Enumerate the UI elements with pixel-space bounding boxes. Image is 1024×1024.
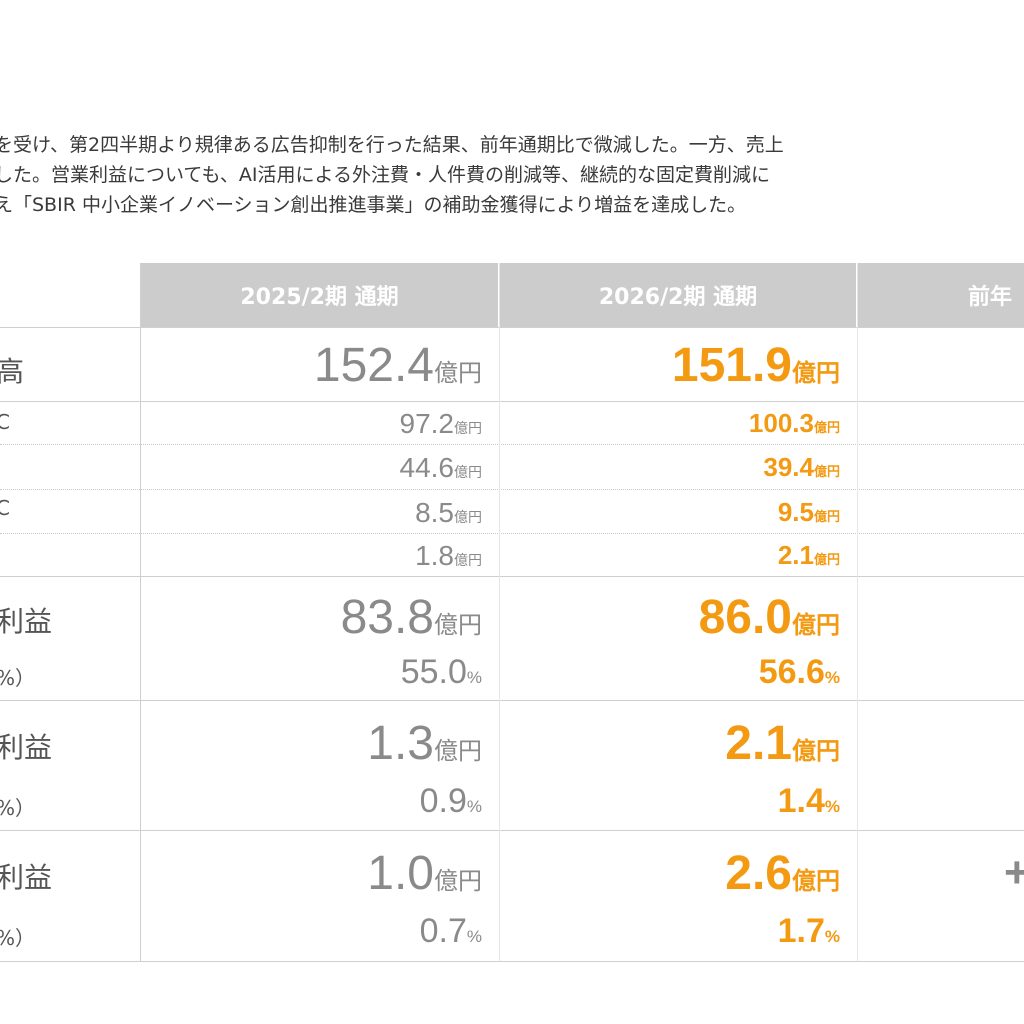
header-yoy: 前年: [858, 263, 1024, 327]
value-2025-sales: 152.4億円: [313, 339, 482, 392]
header-2026: 2026/2期 通期: [500, 263, 856, 327]
row-label-margin: %）: [0, 666, 36, 690]
value-2026-margin: 1.4%: [777, 782, 840, 820]
row-divider: [0, 401, 1024, 402]
row-divider: [0, 961, 1024, 962]
row-divider: [0, 444, 1024, 445]
row-label-margin: %）: [0, 926, 36, 950]
value-2025: 44.6億円: [399, 452, 483, 483]
value-2025-net-profit: 1.0億円: [367, 847, 482, 900]
value-2025: 1.8億円: [415, 540, 482, 571]
row-divider: [0, 700, 1024, 701]
row-label-gross-profit: 利益: [0, 605, 53, 638]
intro-line: え「SBIR 中小企業イノベーション創出推進事業」の補助金獲得により増益を達成し…: [0, 194, 747, 216]
value-2025-margin: 0.7%: [419, 912, 482, 950]
intro-line: を受け、第2四半期より規律ある広告抑制を行った結果、前年通期比で微減した。一方、…: [0, 134, 784, 156]
value-2026: 100.3億円: [748, 408, 840, 438]
col-divider: [499, 263, 500, 961]
row-divider: [0, 830, 1024, 831]
row-label: C: [0, 496, 10, 520]
value-2026: 2.1億円: [777, 540, 840, 570]
intro-text: を受け、第2四半期より規律ある広告抑制を行った結果、前年通期比で微減した。一方、…: [0, 130, 1024, 220]
col-divider: [857, 263, 858, 961]
value-2026: 39.4億円: [763, 452, 840, 482]
value-2025-gross-profit: 83.8億円: [340, 591, 482, 644]
value-2025-margin: 55.0%: [400, 653, 482, 691]
value-2026-net-profit: 2.6億円: [725, 847, 840, 900]
row-divider: [0, 489, 1024, 490]
intro-line: した。営業利益についても、AI活用による外注費・人件費の削減等、継続的な固定費削…: [0, 164, 770, 186]
value-2026-operating-profit: 2.1億円: [725, 717, 840, 770]
row-label-margin: %）: [0, 796, 36, 820]
yoy-partial-value: +: [1004, 848, 1024, 897]
value-2025-operating-profit: 1.3億円: [367, 717, 482, 770]
row-divider: [0, 576, 1024, 577]
row-divider: [0, 327, 1024, 328]
row-divider: [0, 533, 1024, 534]
value-2026-gross-profit: 86.0億円: [698, 591, 840, 644]
row-label-operating-profit: 利益: [0, 731, 53, 764]
row-label-net-profit: 利益: [0, 861, 53, 894]
value-2026: 9.5億円: [777, 497, 840, 527]
value-2025-margin: 0.9%: [419, 782, 482, 820]
value-2025: 97.2億円: [399, 408, 483, 439]
row-label: C: [0, 410, 10, 434]
value-2026-sales: 151.9億円: [671, 339, 840, 392]
col-divider: [140, 263, 141, 961]
row-label-sales: 高: [0, 355, 25, 388]
value-2026-margin: 1.7%: [777, 912, 840, 950]
header-2025: 2025/2期 通期: [141, 263, 498, 327]
value-2025: 8.5億円: [415, 497, 482, 528]
value-2026-margin: 56.6%: [758, 653, 840, 691]
